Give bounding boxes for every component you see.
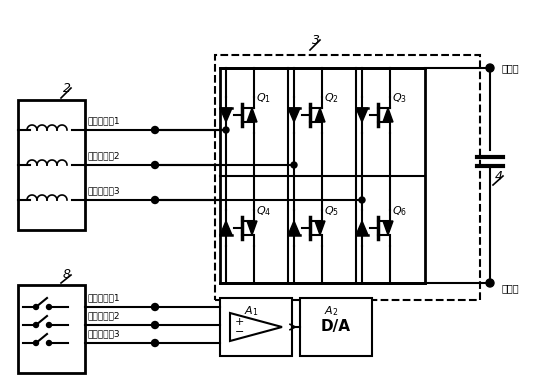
Circle shape [33, 304, 38, 309]
Polygon shape [383, 108, 393, 122]
Text: $Q_2$: $Q_2$ [324, 91, 339, 105]
Text: 电流控制端1: 电流控制端1 [87, 116, 119, 125]
Text: $Q_3$: $Q_3$ [392, 91, 407, 105]
Polygon shape [220, 108, 232, 122]
Polygon shape [220, 221, 232, 235]
Text: 3: 3 [312, 34, 320, 46]
Text: D/A: D/A [321, 320, 351, 335]
Text: $A_2$: $A_2$ [324, 304, 338, 318]
Text: 电流控制端3: 电流控制端3 [87, 186, 119, 195]
Text: 电压控制端1: 电压控制端1 [87, 293, 119, 302]
Polygon shape [247, 108, 257, 122]
Text: 8: 8 [63, 269, 71, 282]
Polygon shape [383, 221, 393, 235]
Circle shape [151, 304, 158, 311]
Text: $Q_4$: $Q_4$ [256, 204, 271, 218]
Text: $Q_1$: $Q_1$ [256, 91, 271, 105]
Polygon shape [315, 108, 325, 122]
Circle shape [486, 279, 494, 287]
Bar [215, 55, 480, 300]
Circle shape [151, 339, 158, 346]
Text: $A_1$: $A_1$ [244, 304, 258, 318]
Polygon shape [288, 221, 300, 235]
Circle shape [151, 126, 158, 133]
Bar [300, 298, 372, 356]
Text: 电流控制端2: 电流控制端2 [87, 151, 119, 160]
Text: $Q_6$: $Q_6$ [392, 204, 407, 218]
Circle shape [33, 322, 38, 328]
Text: 2: 2 [63, 82, 71, 94]
Circle shape [47, 304, 52, 309]
Circle shape [223, 127, 229, 133]
Polygon shape [247, 221, 257, 235]
Text: 上桥端: 上桥端 [502, 63, 520, 73]
Text: 电压控制端3: 电压控制端3 [87, 329, 119, 338]
Circle shape [151, 162, 158, 168]
Text: 4: 4 [495, 170, 503, 182]
Text: 电压控制端2: 电压控制端2 [87, 311, 119, 320]
Bar [18, 285, 85, 373]
Circle shape [151, 197, 158, 203]
Text: −: − [235, 327, 244, 337]
Polygon shape [315, 221, 325, 235]
Polygon shape [356, 108, 368, 122]
Text: +: + [235, 317, 244, 327]
Circle shape [47, 322, 52, 328]
Circle shape [291, 162, 297, 168]
Circle shape [359, 197, 365, 203]
Circle shape [151, 322, 158, 328]
Bar [18, 100, 85, 230]
Bar [220, 298, 292, 356]
Polygon shape [288, 108, 300, 122]
Text: 下桥端: 下桥端 [502, 283, 520, 293]
Circle shape [33, 341, 38, 346]
Text: $Q_5$: $Q_5$ [324, 204, 339, 218]
Circle shape [486, 64, 494, 72]
Circle shape [47, 341, 52, 346]
Polygon shape [356, 221, 368, 235]
Bar [220, 68, 425, 283]
